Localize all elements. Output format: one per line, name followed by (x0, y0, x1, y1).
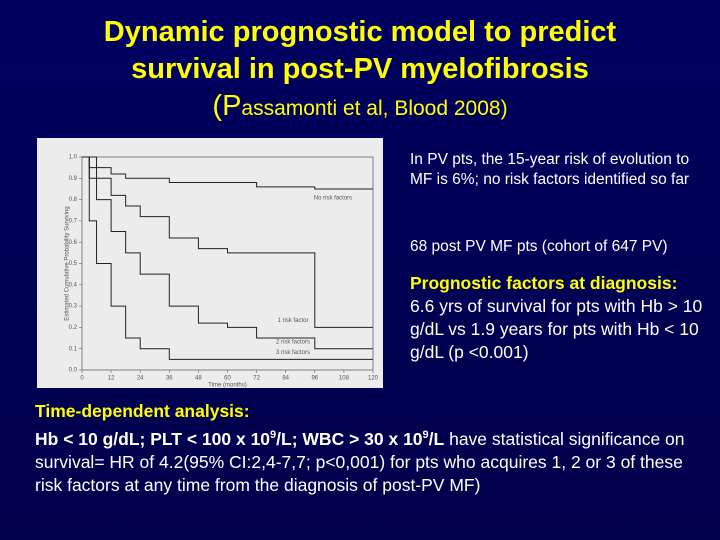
analysis-run: Hb < 10 g/dL; PLT < 100 x 10 (35, 428, 271, 449)
analysis-run: /L; WBC > 30 x 10 (276, 428, 423, 449)
x-tick-label: 72 (253, 376, 260, 382)
y-tick-label: 0.4 (69, 282, 78, 288)
curve-label: 1 risk factor (277, 318, 308, 324)
survival-figure: 0.0 0.1 0.2 0.3 0.4 0.5 0.6 0.7 0.8 0.9 1.0 0 12 24 36… (37, 138, 383, 388)
analysis-run: 9 (422, 428, 429, 441)
citation: (Passamonti et al, Blood 2008) (212, 90, 508, 122)
x-tick-label: 12 (108, 376, 115, 382)
y-tick-label: 0.6 (69, 240, 78, 246)
curve-label: 2 risk factors (276, 339, 310, 345)
x-tick-label: 24 (137, 376, 144, 382)
title-line: Dynamic prognostic model to predict (103, 16, 617, 48)
title-line: survival in post-PV myelofibrosis (131, 53, 589, 85)
analysis-run: 9 (270, 428, 277, 441)
x-tick-label: 48 (195, 376, 202, 382)
survival-curve (82, 156, 373, 350)
y-tick-label: 0.7 (69, 218, 78, 224)
x-tick-label: 108 (339, 376, 350, 382)
prognostic-text: 6.6 yrs of survival for pts with Hb > 10… (410, 296, 703, 362)
x-tick-label: 0 (80, 376, 84, 382)
y-tick-label: 0.5 (69, 261, 78, 267)
y-axis-label: Estimated Cumulative Probability Survivi… (65, 206, 71, 320)
survival-curve (82, 156, 373, 360)
analysis-heading: Time-dependent analysis: (35, 401, 250, 421)
y-tick-label: 1.0 (69, 155, 78, 161)
note: 68 post PV MF pts (cohort of 647 PV) (410, 238, 668, 255)
y-tick-label: 0.9 (69, 176, 78, 182)
y-tick-label: 0.8 (69, 197, 78, 203)
analysis-block: Time-dependent analysis: Hb < 10 g/dL; P… (35, 400, 695, 498)
x-tick-label: 36 (166, 376, 173, 382)
x-tick-label: 96 (311, 376, 318, 382)
note: In PV pts, the 15-year risk of evolution… (410, 151, 690, 188)
y-tick-label: 0.3 (69, 304, 78, 310)
prognostic-heading: Prognostic factors at diagnosis: (410, 273, 678, 293)
x-axis-label: Time (months) (208, 383, 246, 388)
curve-label: No risk factors (314, 196, 352, 202)
y-tick-label: 0.1 (69, 346, 78, 352)
x-tick-label: 120 (368, 376, 379, 382)
analysis-run: have statistical significance on surviva… (35, 428, 685, 496)
x-tick-label: 60 (224, 376, 231, 382)
y-tick-label: 0.2 (69, 325, 78, 331)
x-tick-label: 84 (282, 376, 289, 382)
survival-curve (82, 156, 373, 328)
analysis-run: /L (428, 428, 445, 449)
prognostic-block: Prognostic factors at diagnosis: 6.6 yrs… (410, 272, 715, 364)
curve-label: 3 risk factors (276, 350, 310, 356)
survival-curve (82, 156, 373, 190)
y-tick-label: 0.0 (69, 368, 78, 374)
